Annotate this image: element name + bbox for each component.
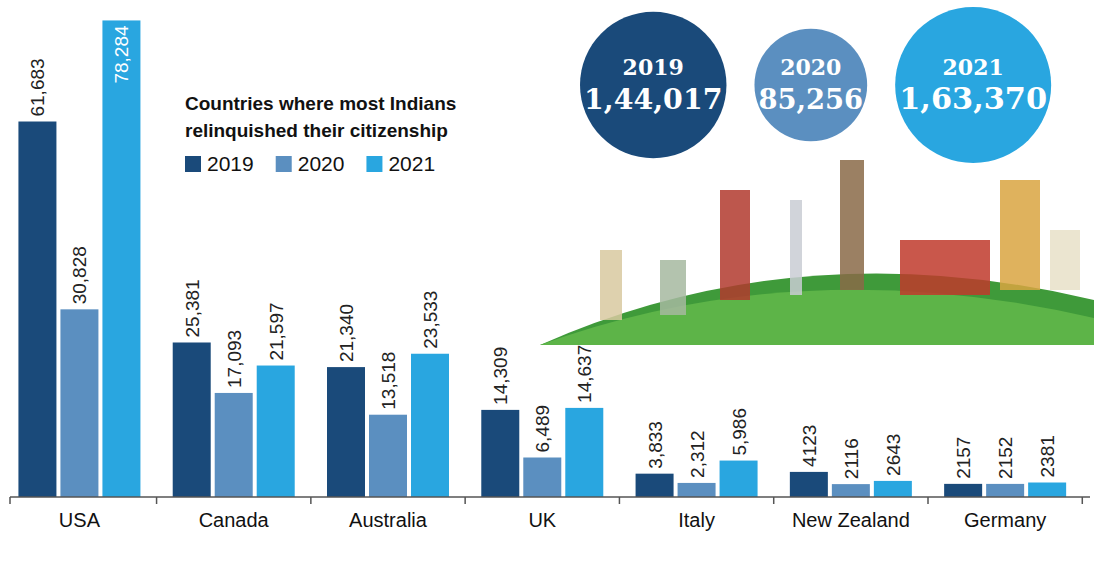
total-value: 85,256 <box>758 83 863 115</box>
data-label: 2,312 <box>687 430 708 478</box>
bar <box>102 20 140 497</box>
bar <box>257 366 295 497</box>
category-label: New Zealand <box>792 509 910 531</box>
landmark <box>790 200 802 295</box>
total-circle <box>580 12 726 158</box>
bar <box>1028 483 1066 497</box>
landmark <box>840 160 864 290</box>
bar <box>369 415 407 497</box>
total-circle <box>895 7 1051 163</box>
illustration-bg <box>540 0 1094 345</box>
hill <box>540 290 1094 345</box>
data-label: 2381 <box>1037 435 1058 477</box>
data-label: 25,381 <box>182 279 203 337</box>
legend-swatch <box>366 156 382 172</box>
data-label: 23,533 <box>420 291 441 349</box>
data-label: 78,284 <box>111 25 132 84</box>
bar <box>327 367 365 497</box>
illustration <box>540 0 1094 345</box>
total-year: 2021 <box>943 54 1004 80</box>
data-label: 3,833 <box>645 421 666 469</box>
legend-swatch <box>185 156 201 172</box>
legend-label: 2020 <box>298 152 345 175</box>
separator-tick <box>156 497 158 504</box>
bar <box>986 484 1024 497</box>
data-label: 2152 <box>995 437 1016 479</box>
bar <box>790 472 828 497</box>
legend: Countries where most Indians relinquished… <box>185 93 456 175</box>
separator-tick <box>310 497 312 504</box>
total-bubble: 20191,44,017 <box>580 12 726 158</box>
bar <box>565 408 603 497</box>
legend-label: 2019 <box>207 152 254 175</box>
total-bubble: 2020 85,256 <box>754 29 867 142</box>
data-labels: 61,683 30,828 78,284 25,381 17,093 21,597 21,3… <box>27 25 1058 479</box>
data-label: 6,489 <box>532 405 553 453</box>
category-label: Italy <box>678 509 715 531</box>
title-line: Countries where most Indians <box>185 93 456 114</box>
category-label: USA <box>59 509 101 531</box>
landmark <box>660 260 686 315</box>
total-value: 1,63,370 <box>899 80 1047 116</box>
category-label: Germany <box>964 509 1046 531</box>
bar <box>60 309 98 497</box>
chart: 20191,44,017202085,25620211,63,37061,683… <box>0 0 1094 563</box>
bar <box>18 122 56 497</box>
bar <box>832 484 870 497</box>
separator-tick <box>1082 497 1084 504</box>
data-label: 2157 <box>953 437 974 479</box>
data-label: 30,828 <box>69 246 90 304</box>
landmark <box>1050 230 1080 290</box>
total-circle <box>754 29 867 142</box>
category-label: Canada <box>199 509 270 531</box>
landmark <box>900 240 990 295</box>
bar <box>173 342 211 497</box>
data-label: 14,637 <box>574 345 595 403</box>
legend-label: 2021 <box>388 152 435 175</box>
bar <box>215 393 253 497</box>
data-label: 2116 <box>841 438 862 479</box>
data-label: 5,986 <box>729 408 750 456</box>
bar <box>874 481 912 497</box>
category-label: UK <box>528 509 556 531</box>
separator-tick <box>927 497 929 504</box>
data-label: 61,683 <box>27 58 48 116</box>
bar <box>720 461 758 497</box>
separator-tick <box>773 497 775 504</box>
total-year: 2020 <box>780 54 841 80</box>
title-line: relinquished their citizenship <box>185 120 448 141</box>
bar <box>636 474 674 497</box>
bar <box>678 483 716 497</box>
total-year: 2019 <box>623 54 684 80</box>
x-axis: USA Canada Australia UK Italy New Zealand Germ… <box>10 497 1090 531</box>
total-value: 1,44,017 <box>584 82 722 116</box>
bar <box>523 457 561 497</box>
data-label: 21,597 <box>266 302 287 360</box>
data-label: 4123 <box>799 425 820 467</box>
separator-tick <box>9 497 11 504</box>
landmark <box>1000 180 1040 290</box>
separator-tick <box>619 497 621 504</box>
separator-tick <box>464 497 466 504</box>
data-label: 21,340 <box>336 304 357 362</box>
bar <box>411 354 449 497</box>
category-label: Australia <box>349 509 428 531</box>
landmark <box>600 250 622 320</box>
bar <box>944 484 982 497</box>
data-label: 17,093 <box>224 330 245 388</box>
data-label: 13,518 <box>378 352 399 410</box>
total-bubble: 20211,63,370 <box>895 7 1051 163</box>
bar <box>481 410 519 497</box>
legend-swatch <box>276 156 292 172</box>
data-label: 2643 <box>883 434 904 476</box>
landmark <box>720 190 750 300</box>
bars <box>18 20 1066 497</box>
title: Countries where most Indians relinquished… <box>185 93 456 141</box>
data-label: 14,309 <box>490 347 511 405</box>
